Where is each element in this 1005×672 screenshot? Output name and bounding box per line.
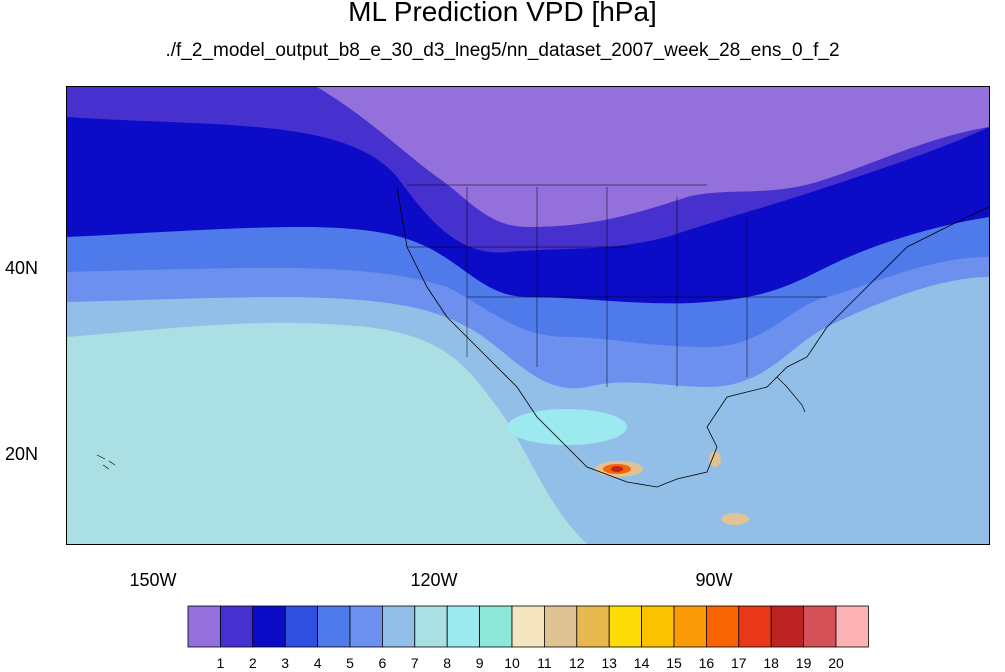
colorbar-label-10: 10 [504,655,520,671]
colorbar-label-9: 9 [475,655,484,671]
colorbar-label-18: 18 [763,655,779,671]
plot-subtitle: ./f_2_model_output_b8_e_30_d3_lneg5/nn_d… [165,40,840,61]
lon-tick-label-90w: 90W [695,570,733,590]
colorbar-label-2: 2 [248,655,257,671]
colorbar-label-17: 17 [731,655,747,671]
colorbar-label-14: 14 [633,655,650,671]
florida-peninsula [776,376,806,413]
colorbar-swatch-20 [803,605,837,648]
colorbar-swatch-8 [414,605,448,648]
us-state-boundaries [407,184,827,387]
colorbar-swatch-21 [835,605,869,648]
colorbar-swatch-14 [608,605,643,648]
hawaii-islands [96,454,116,470]
colorbar-swatch-18 [738,605,772,648]
colorbar-swatch-6 [349,605,383,648]
lon-tick-label-150w: 150W [129,570,177,590]
colorbar-swatch-2 [219,605,254,648]
colorbar-label-5: 5 [346,655,354,671]
colorbar-label-8: 8 [443,655,452,671]
colorbar-swatch-10 [479,605,513,648]
colorbar-swatch-5 [317,605,351,648]
contour-level-18 [611,466,623,472]
colorbar-swatch-16 [673,605,707,648]
colorbar-label-1: 1 [216,655,225,671]
colorbar-swatch-3 [252,605,286,648]
colorbar-swatch-11 [511,605,545,648]
colorbar-swatch-1 [187,605,221,648]
contour-level-1 [317,87,989,227]
lat-tick-label-40n: 40N [4,258,38,278]
colorbar-label-4: 4 [313,655,322,671]
colorbar-label-3: 3 [281,655,290,671]
contour-level-9 [507,409,627,445]
colorbar-swatch-4 [284,605,319,648]
colorbar-label-12: 12 [569,655,585,671]
plot-title: ML Prediction VPD [hPa] [348,0,657,27]
colorbar-swatch-12 [544,605,578,648]
colorbar-swatch-9 [446,605,481,648]
vpd-map-panel [66,86,990,545]
colorbar-label-19: 19 [795,655,812,671]
colorbar-label-7: 7 [410,655,419,671]
lat-tick-label-20n: 20N [4,444,38,464]
colorbar-swatch-15 [641,605,675,648]
contour-level-12b [709,451,721,467]
colorbar-swatch-7 [381,605,416,648]
colorbar-swatch-19 [770,605,805,648]
colorbar-label-6: 6 [378,655,387,671]
colorbar-label-15: 15 [666,655,682,671]
colorbar-swatch-13 [576,605,610,648]
colorbar-label-11: 11 [537,655,552,671]
lon-tick-label-120w: 120W [410,570,458,590]
colorbar-label-13: 13 [601,655,617,671]
vpd-contour-map [67,87,989,544]
colorbar-label-16: 16 [698,655,715,671]
colorbar-swatch-17 [706,605,740,648]
colorbar-label-20: 20 [828,655,844,671]
contour-level-13b [721,513,749,525]
